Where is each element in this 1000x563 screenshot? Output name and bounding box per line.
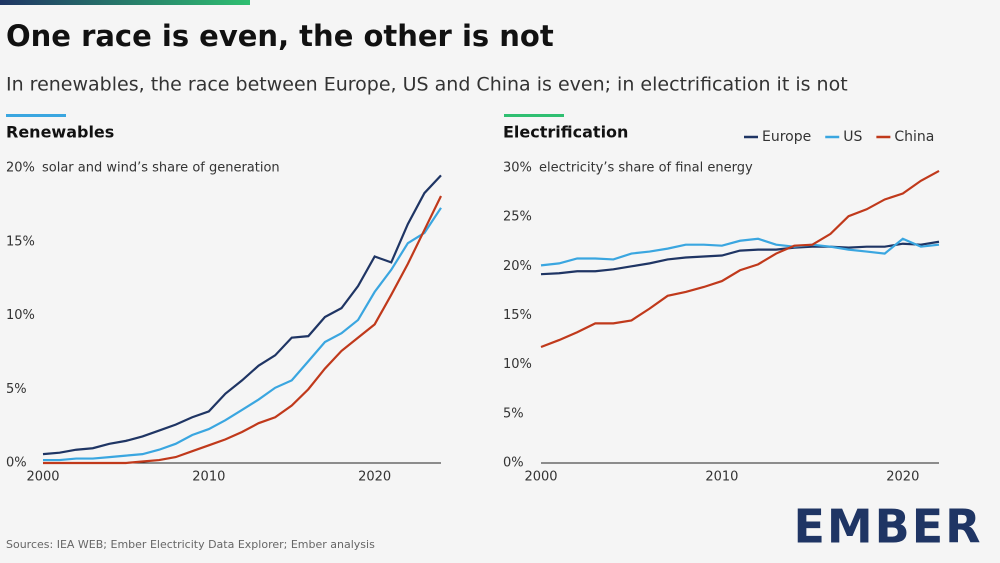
line xyxy=(540,240,940,276)
y-tick-label: 20% xyxy=(503,259,532,274)
y-tick-label: 15% xyxy=(6,234,35,249)
line xyxy=(540,237,940,267)
annotation: solar and wind’s share of generation xyxy=(42,161,280,176)
chart-title: Electrification xyxy=(503,123,628,142)
x-tick-label: 2000 xyxy=(524,470,557,485)
subtitle: In renewables, the race between Europe, … xyxy=(6,74,848,96)
line xyxy=(42,174,442,456)
x-tick-label: 2000 xyxy=(26,470,59,485)
x-tick-label: 2020 xyxy=(886,470,919,485)
y-tick-label: 5% xyxy=(503,406,524,421)
legend-label: US xyxy=(843,129,862,145)
source: Sources: IEA WEB; Ember Electricity Data… xyxy=(6,538,375,551)
chart-title: Renewables xyxy=(6,123,114,142)
x-tick-label: 2020 xyxy=(358,470,391,485)
line xyxy=(43,207,442,462)
line xyxy=(43,195,442,465)
y-tick-label: 30% xyxy=(503,161,532,176)
line xyxy=(540,169,940,348)
top-bar xyxy=(0,0,250,5)
y-tick-label: 0% xyxy=(503,456,524,471)
y-tick-label: 25% xyxy=(503,210,532,225)
x-tick-label: 2010 xyxy=(705,470,738,485)
y-tick-label: 5% xyxy=(6,382,27,397)
annotation: electricity’s share of final energy xyxy=(539,161,753,176)
accent xyxy=(6,114,66,117)
y-tick-label: 10% xyxy=(6,308,35,323)
accent xyxy=(504,114,564,117)
legend-label: China xyxy=(894,129,934,145)
y-tick-label: 20% xyxy=(6,161,35,176)
y-tick-label: 0% xyxy=(6,456,27,471)
title: One race is even, the other is not xyxy=(6,19,554,53)
x-tick-label: 2010 xyxy=(192,470,225,485)
legend-label: Europe xyxy=(762,129,811,145)
y-tick-label: 15% xyxy=(503,308,532,323)
y-tick-label: 10% xyxy=(503,357,532,372)
logo: EMBER xyxy=(793,500,982,554)
